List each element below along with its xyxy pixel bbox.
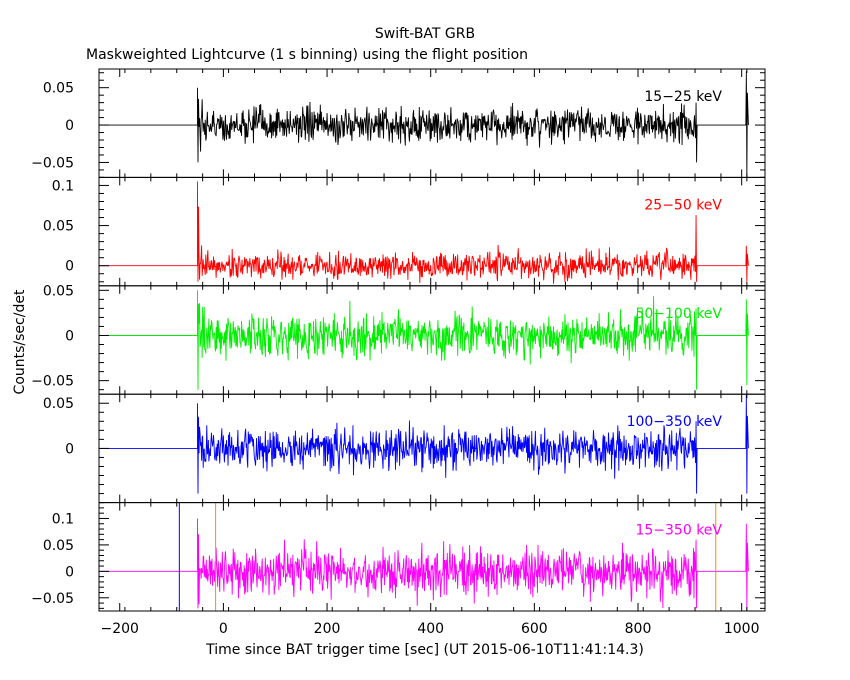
chart-title: Swift-BAT GRB xyxy=(375,26,475,42)
x-tick-label: −200 xyxy=(101,621,139,637)
y-tick-label: 0.1 xyxy=(52,511,74,527)
panel-3: −0.05 0 0.05 50−100 keV xyxy=(31,283,766,395)
y-tick-label: 0.05 xyxy=(43,219,74,235)
lightcurve-series-3 xyxy=(99,290,749,390)
panel-4: 0 0.05 100−350 keV xyxy=(43,393,766,504)
lightcurve-series-4 xyxy=(99,394,749,494)
y-tick-label: 0 xyxy=(65,564,74,580)
panel-data xyxy=(99,394,749,494)
energy-band-label: 15−25 keV xyxy=(644,89,722,105)
panel-data xyxy=(99,181,749,284)
x-tick-label: 0 xyxy=(219,621,228,637)
y-tick-label: 0.05 xyxy=(43,538,74,554)
panel-frame xyxy=(98,502,766,612)
panel-data xyxy=(99,71,749,178)
energy-band-label: 25−50 keV xyxy=(644,197,722,213)
x-tick-label: 800 xyxy=(625,621,652,637)
x-tick-label: 200 xyxy=(314,621,341,637)
y-tick-label: 0.05 xyxy=(43,81,74,97)
panel-data xyxy=(99,290,749,390)
y-tick-label: 0 xyxy=(65,259,74,275)
panel-5: −0.05 0 0.05 0.1 15−350 keV xyxy=(31,502,766,612)
y-tick-label: −0.05 xyxy=(31,591,74,607)
energy-band-label: 15−350 keV xyxy=(635,523,722,539)
energy-band-label: 100−350 keV xyxy=(627,414,723,430)
energy-band-label: 50−100 keV xyxy=(635,306,722,322)
y-tick-label: 0 xyxy=(65,328,74,344)
y-tick-label: 0 xyxy=(65,118,74,134)
y-tick-label: 0 xyxy=(65,441,74,457)
y-tick-label: 0.1 xyxy=(52,178,74,194)
y-tick-label: −0.05 xyxy=(31,374,74,390)
panels-group: −0.05 0 0.05 15−25 keV 0 0.05 0.1 25−50 keV −0.0… xyxy=(31,68,766,637)
panel-2: 0 0.05 0.1 25−50 keV xyxy=(43,176,766,287)
y-tick-label: 0.05 xyxy=(43,283,74,299)
y-tick-label: 0.05 xyxy=(43,396,74,412)
panel-1: −0.05 0 0.05 15−25 keV xyxy=(31,68,766,178)
lightcurve-series-5 xyxy=(99,518,749,612)
x-tick-label: 600 xyxy=(521,621,548,637)
x-tick-label: 1000 xyxy=(724,621,760,637)
lightcurve-series-2 xyxy=(99,181,749,284)
y-tick-label: −0.05 xyxy=(31,155,74,171)
panel-data xyxy=(99,518,749,612)
x-axis-label: Time since BAT trigger time [sec] (UT 20… xyxy=(205,642,644,658)
chart-subtitle: Maskweighted Lightcurve (1 s binning) us… xyxy=(86,47,528,63)
y-axis-label: Counts/sec/det xyxy=(12,289,28,394)
lightcurve-series-1 xyxy=(99,71,749,178)
x-tick-label: 400 xyxy=(417,621,444,637)
